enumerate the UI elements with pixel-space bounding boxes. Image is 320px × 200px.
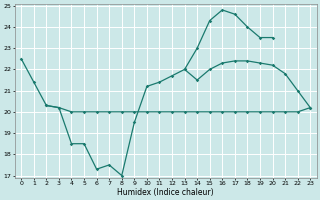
X-axis label: Humidex (Indice chaleur): Humidex (Indice chaleur) <box>117 188 214 197</box>
